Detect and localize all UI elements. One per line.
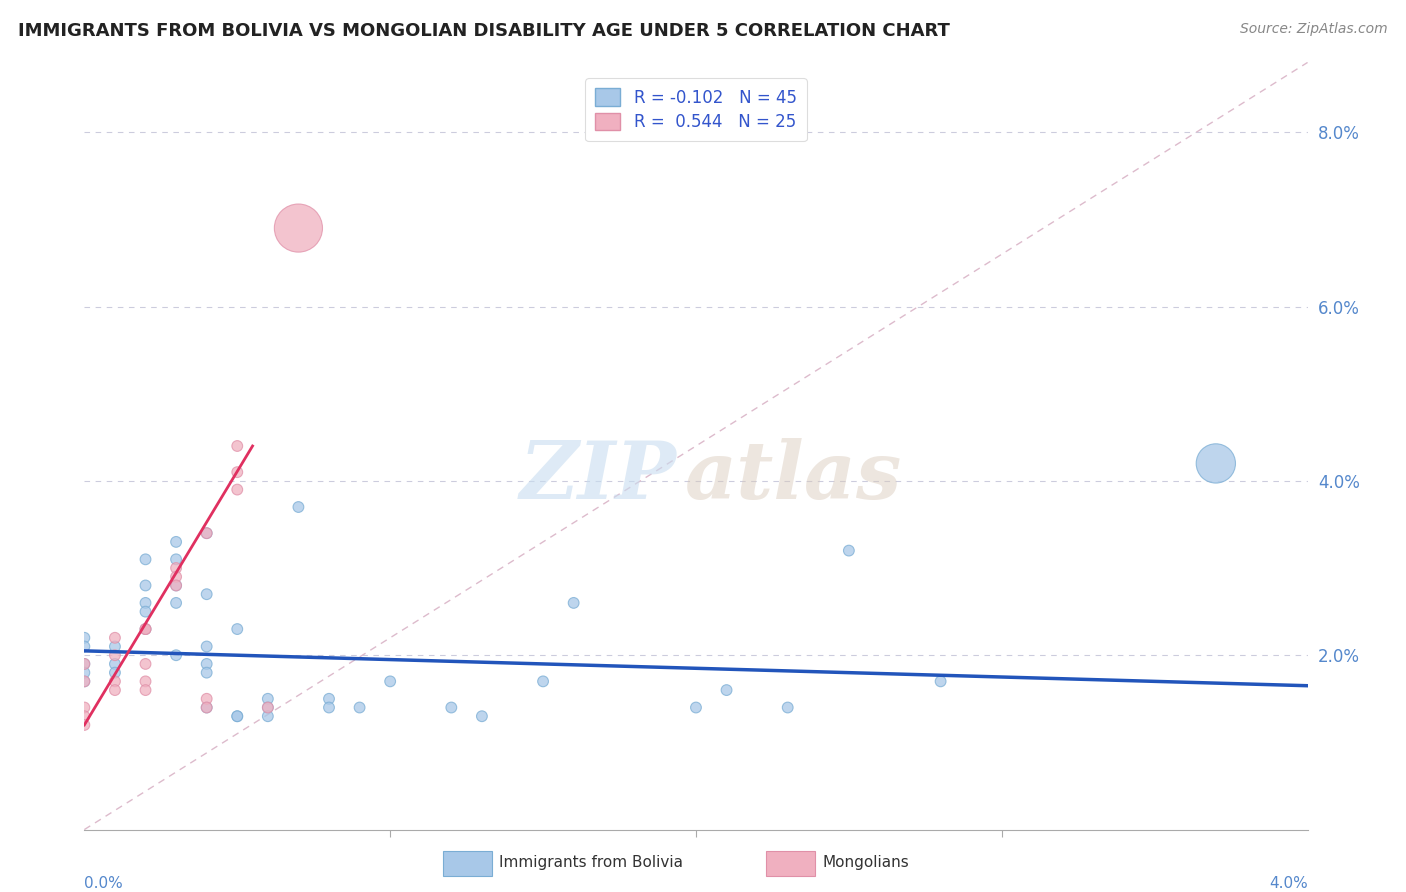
Point — [257, 691, 280, 706]
Point — [929, 674, 952, 689]
Point — [257, 709, 280, 723]
Text: Source: ZipAtlas.com: Source: ZipAtlas.com — [1240, 22, 1388, 37]
Text: IMMIGRANTS FROM BOLIVIA VS MONGOLIAN DISABILITY AGE UNDER 5 CORRELATION CHART: IMMIGRANTS FROM BOLIVIA VS MONGOLIAN DIS… — [18, 22, 950, 40]
Point — [104, 631, 127, 645]
Point — [73, 718, 96, 732]
Point — [1205, 457, 1227, 471]
Point — [287, 221, 309, 235]
Point — [195, 665, 218, 680]
Text: Mongolians: Mongolians — [823, 855, 910, 870]
Point — [226, 709, 249, 723]
Point — [195, 526, 218, 541]
Point — [318, 700, 340, 714]
Point — [135, 622, 157, 636]
Point — [471, 709, 494, 723]
Point — [195, 700, 218, 714]
Point — [226, 483, 249, 497]
Point — [257, 700, 280, 714]
Point — [226, 622, 249, 636]
Point — [135, 605, 157, 619]
Point — [195, 700, 218, 714]
Point — [165, 561, 187, 575]
Point — [135, 622, 157, 636]
Point — [716, 683, 738, 698]
Point — [135, 674, 157, 689]
Point — [104, 683, 127, 698]
Point — [104, 674, 127, 689]
Point — [135, 578, 157, 592]
Point — [195, 587, 218, 601]
Point — [349, 700, 371, 714]
Point — [104, 657, 127, 671]
Point — [838, 543, 860, 558]
Point — [135, 552, 157, 566]
Point — [104, 665, 127, 680]
Point — [73, 657, 96, 671]
Point — [562, 596, 585, 610]
Point — [73, 700, 96, 714]
Point — [104, 648, 127, 663]
Point — [165, 648, 187, 663]
Point — [195, 640, 218, 654]
Point — [135, 683, 157, 698]
Point — [685, 700, 707, 714]
Point — [195, 526, 218, 541]
Point — [73, 657, 96, 671]
Point — [165, 534, 187, 549]
Point — [165, 578, 187, 592]
Point — [165, 570, 187, 584]
Point — [318, 691, 340, 706]
Point — [195, 657, 218, 671]
Point — [165, 578, 187, 592]
Point — [440, 700, 463, 714]
Point — [776, 700, 799, 714]
Point — [135, 657, 157, 671]
Point — [73, 640, 96, 654]
Point — [73, 709, 96, 723]
Text: ZIP: ZIP — [520, 438, 676, 516]
Text: 4.0%: 4.0% — [1268, 876, 1308, 890]
Point — [195, 691, 218, 706]
Point — [226, 465, 249, 479]
Point — [73, 631, 96, 645]
Text: atlas: atlas — [685, 438, 903, 516]
Point — [226, 439, 249, 453]
Point — [287, 500, 309, 514]
Point — [257, 700, 280, 714]
Point — [226, 709, 249, 723]
Point — [104, 640, 127, 654]
Point — [165, 596, 187, 610]
Legend: R = -0.102   N = 45, R =  0.544   N = 25: R = -0.102 N = 45, R = 0.544 N = 25 — [585, 78, 807, 142]
Text: Immigrants from Bolivia: Immigrants from Bolivia — [499, 855, 683, 870]
Point — [165, 552, 187, 566]
Point — [135, 596, 157, 610]
Point — [73, 674, 96, 689]
Point — [135, 622, 157, 636]
Text: 0.0%: 0.0% — [84, 876, 124, 890]
Point — [73, 674, 96, 689]
Point — [531, 674, 554, 689]
Point — [73, 665, 96, 680]
Point — [380, 674, 402, 689]
